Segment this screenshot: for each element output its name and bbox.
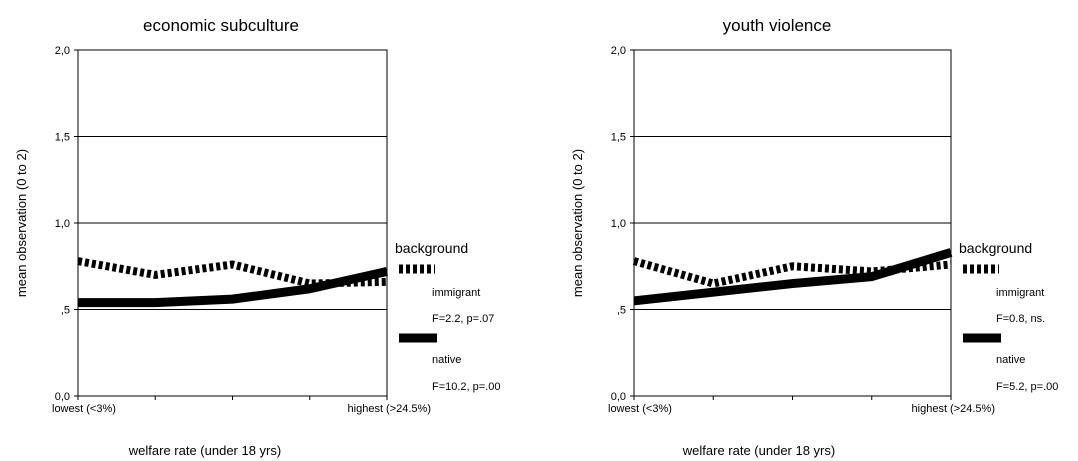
y-tick-label: ,5: [617, 305, 626, 317]
legend-stat-immigrant: F=2.2, p=.07: [432, 313, 494, 325]
chart-title: economic subculture: [143, 16, 299, 35]
x-tick-label: lowest (<3%): [608, 403, 672, 415]
y-axis-label: mean observation (0 to 2): [14, 149, 29, 297]
x-axis-label: welfare rate (under 18 yrs): [682, 443, 835, 458]
legend-title: background: [959, 240, 1032, 256]
legend-title: background: [395, 240, 468, 256]
x-tick-label: highest (>24.5%): [348, 403, 431, 415]
y-tick-label: 1,0: [55, 218, 70, 230]
series-line-native: [78, 267, 388, 308]
legend-stat-immigrant: F=0.8, ns.: [996, 313, 1045, 325]
y-tick-label: 0,0: [55, 391, 70, 403]
y-tick-label: 1,5: [611, 132, 626, 144]
y-tick-label: 2,0: [611, 45, 626, 57]
legend-label-native: native: [996, 354, 1025, 366]
chart-panel-1: economic subculture 0,0 ,5 1,0 1,5 2,0 lowest …: [14, 16, 501, 458]
series-line-native: [633, 248, 953, 306]
x-tick-label: lowest (<3%): [52, 403, 116, 415]
y-tick-label: 0,0: [611, 391, 626, 403]
y-axis-label: mean observation (0 to 2): [570, 149, 585, 297]
x-tick-label: highest (>24.5%): [912, 403, 995, 415]
y-tick-label: ,5: [61, 305, 70, 317]
legend-stat-native: F=5.2, p=.00: [996, 381, 1058, 393]
legend-label-native: native: [432, 354, 461, 366]
x-axis-label: welfare rate (under 18 yrs): [128, 443, 281, 458]
chart-title: youth violence: [723, 16, 832, 35]
legend-label-immigrant: immigrant: [996, 287, 1044, 299]
chart-panel-2: youth violence 0,0 ,5 1,0 1,5 2,0 lowest (<3%)…: [570, 16, 1058, 458]
y-tick-label: 1,5: [55, 132, 70, 144]
legend-label-immigrant: immigrant: [432, 287, 480, 299]
y-tick-label: 1,0: [611, 218, 626, 230]
legend-stat-native: F=10.2, p=.00: [432, 381, 501, 393]
y-tick-label: 2,0: [55, 45, 70, 57]
